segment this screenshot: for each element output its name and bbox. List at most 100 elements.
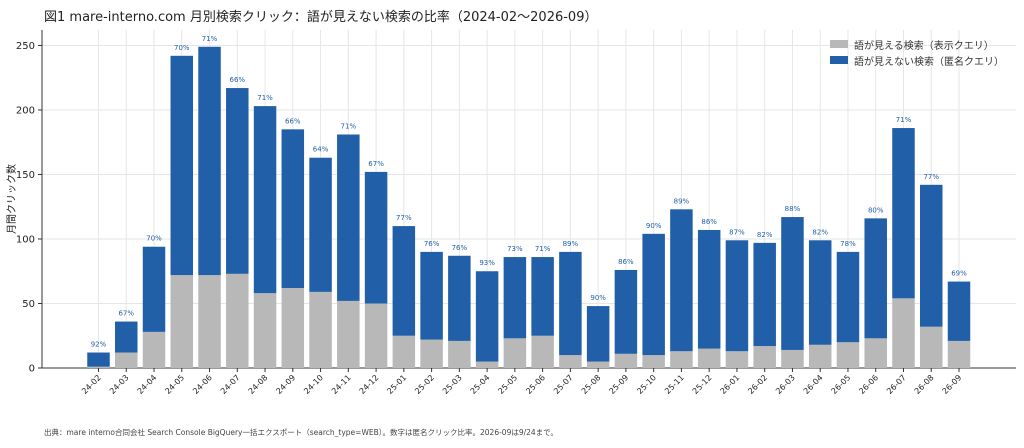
bar-anonymous-queries bbox=[392, 226, 416, 336]
bar-visible-queries bbox=[475, 361, 499, 368]
bar-anonymous-queries bbox=[808, 240, 832, 345]
x-tick-label: 26-01 bbox=[719, 373, 742, 396]
bar-percent-label: 86% bbox=[701, 218, 717, 226]
bar-anonymous-queries bbox=[531, 257, 554, 336]
bar-anonymous-queries bbox=[337, 134, 360, 301]
bar-visible-queries bbox=[642, 355, 665, 368]
x-tick-label: 24-10 bbox=[302, 373, 325, 396]
x-tick-label: 25-07 bbox=[552, 373, 575, 396]
x-tick-label: 25-12 bbox=[691, 373, 714, 396]
bar-visible-queries bbox=[87, 366, 110, 368]
y-tick-label: 0 bbox=[29, 364, 35, 375]
legend-item-anonymous: 語が見えない検索（匿名クエリ） bbox=[830, 52, 1004, 68]
bar-anonymous-queries bbox=[642, 233, 665, 356]
x-tick-label: 24-04 bbox=[136, 373, 159, 396]
y-axis-label: 月間クリック数 bbox=[5, 164, 18, 234]
legend-label-visible: 語が見える検索（表示クエリ） bbox=[854, 40, 994, 52]
x-tick-label: 26-09 bbox=[941, 373, 964, 396]
y-tick-label: 250 bbox=[16, 41, 35, 52]
bar-visible-queries bbox=[947, 340, 971, 368]
bar-anonymous-queries bbox=[281, 129, 305, 289]
bar-anonymous-queries bbox=[781, 217, 804, 350]
bar-anonymous-queries bbox=[586, 306, 610, 362]
bar-percent-label: 70% bbox=[174, 44, 190, 52]
bar-percent-label: 66% bbox=[230, 76, 246, 84]
bar-visible-queries bbox=[697, 348, 721, 368]
bar-anonymous-queries bbox=[947, 281, 971, 341]
legend: 語が見える検索（表示クエリ） 語が見えない検索（匿名クエリ） bbox=[830, 36, 1004, 68]
bar-visible-queries bbox=[559, 355, 582, 368]
bar-anonymous-queries bbox=[670, 209, 693, 352]
bar-anonymous-queries bbox=[87, 352, 110, 367]
x-tick-label: 26-06 bbox=[857, 373, 880, 396]
bar-percent-label: 69% bbox=[951, 270, 967, 278]
x-tick-label: 24-09 bbox=[274, 373, 297, 396]
legend-swatch-visible bbox=[830, 40, 848, 48]
x-tick-label: 26-07 bbox=[885, 373, 908, 396]
bar-visible-queries bbox=[309, 291, 332, 368]
x-tick-label: 24-12 bbox=[358, 373, 381, 396]
bar-percent-label: 80% bbox=[868, 206, 884, 214]
bar-visible-queries bbox=[753, 346, 776, 368]
x-tick-label: 24-03 bbox=[108, 373, 131, 396]
bar-anonymous-queries bbox=[892, 128, 915, 299]
y-tick-label: 100 bbox=[16, 234, 35, 245]
bar-anonymous-queries bbox=[198, 46, 221, 276]
bar-percent-label: 73% bbox=[507, 245, 523, 253]
bar-percent-label: 89% bbox=[563, 240, 579, 248]
bar-percent-label: 93% bbox=[479, 259, 495, 267]
bar-visible-queries bbox=[670, 351, 693, 368]
bar-visible-queries bbox=[448, 340, 471, 368]
bar-anonymous-queries bbox=[309, 157, 332, 292]
bar-visible-queries bbox=[892, 298, 915, 368]
x-tick-label: 24-06 bbox=[191, 373, 214, 396]
x-tick-label: 25-10 bbox=[635, 373, 658, 396]
x-tick-label: 25-11 bbox=[663, 373, 686, 396]
bar-percent-label: 76% bbox=[424, 240, 440, 248]
bar-anonymous-queries bbox=[253, 106, 277, 294]
bar-visible-queries bbox=[337, 300, 360, 368]
bar-visible-queries bbox=[281, 288, 305, 368]
y-tick-label: 50 bbox=[22, 299, 35, 310]
bar-percent-label: 77% bbox=[923, 173, 939, 181]
bar-percent-label: 71% bbox=[341, 122, 357, 130]
bar-percent-label: 67% bbox=[118, 310, 134, 318]
bar-percent-label: 87% bbox=[729, 228, 745, 236]
bar-anonymous-queries bbox=[364, 171, 388, 304]
x-tick-label: 26-04 bbox=[802, 373, 825, 396]
bar-percent-label: 71% bbox=[202, 35, 218, 43]
x-tick-label: 25-03 bbox=[441, 373, 464, 396]
bar-visible-queries bbox=[919, 326, 943, 368]
bar-anonymous-queries bbox=[448, 255, 471, 341]
bar-anonymous-queries bbox=[559, 251, 582, 356]
x-tick-label: 24-11 bbox=[330, 373, 353, 396]
bar-anonymous-queries bbox=[753, 242, 776, 347]
bar-visible-queries bbox=[864, 338, 887, 368]
bar-percent-label: 77% bbox=[396, 214, 412, 222]
bar-percent-label: 70% bbox=[146, 235, 162, 243]
bar-percent-label: 78% bbox=[840, 240, 856, 248]
bar-anonymous-queries bbox=[226, 88, 249, 274]
x-tick-label: 24-07 bbox=[219, 373, 242, 396]
bar-visible-queries bbox=[392, 335, 416, 368]
chart-title: 図1 mare-interno.com 月別検索クリック：語が見えない検索の比率… bbox=[44, 10, 598, 25]
bar-visible-queries bbox=[808, 344, 832, 368]
x-tick-label: 26-03 bbox=[774, 373, 797, 396]
x-tick-label: 25-01 bbox=[385, 373, 408, 396]
x-tick-label: 26-02 bbox=[746, 373, 769, 396]
bar-visible-queries bbox=[614, 353, 638, 368]
bar-visible-queries bbox=[170, 275, 194, 368]
x-tick-label: 24-08 bbox=[247, 373, 270, 396]
bar-percent-label: 82% bbox=[812, 228, 828, 236]
bar-visible-queries bbox=[364, 303, 388, 368]
bar-visible-queries bbox=[836, 342, 860, 368]
bar-visible-queries bbox=[725, 351, 749, 368]
bar-anonymous-queries bbox=[503, 257, 527, 339]
bar-percent-label: 92% bbox=[91, 341, 107, 349]
x-tick-label: 24-05 bbox=[163, 373, 186, 396]
bar-visible-queries bbox=[420, 339, 443, 368]
bar-anonymous-queries bbox=[725, 240, 749, 352]
bar-percent-label: 71% bbox=[896, 116, 912, 124]
x-tick-label: 25-08 bbox=[580, 373, 603, 396]
